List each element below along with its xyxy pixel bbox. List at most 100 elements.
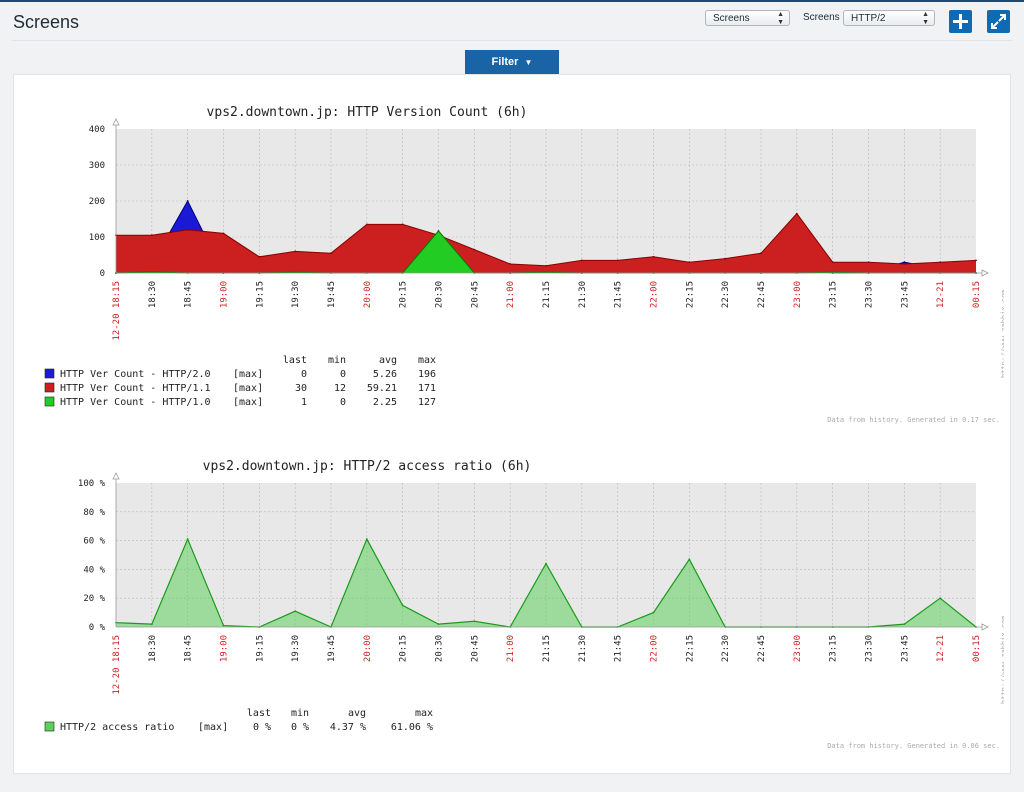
legend-swatch: [44, 396, 55, 407]
y-tick-label: 40 %: [83, 565, 105, 575]
caret-down-icon: ▼: [524, 58, 533, 67]
y-tick-label: 300: [89, 161, 105, 171]
data-point: [365, 538, 368, 541]
legend-function: [max]: [233, 397, 263, 408]
y-tick-label: 0 %: [89, 623, 106, 633]
data-point: [975, 259, 977, 262]
x-tick-label: 12-21: [936, 635, 946, 662]
x-tick-label: 21:30: [578, 635, 588, 662]
x-tick-label: 19:00: [220, 281, 230, 308]
x-tick-label: 21:30: [578, 281, 588, 308]
data-point: [294, 610, 297, 613]
legend-value-avg: 4.37 %: [330, 722, 366, 733]
x-tick-label: 20:30: [435, 281, 445, 308]
y-tick-label: 20 %: [83, 594, 105, 604]
data-point: [903, 623, 906, 626]
legend-value-avg: 59.21: [367, 383, 397, 394]
legend-series-name: HTTP Ver Count - HTTP/1.0: [60, 397, 211, 408]
data-point: [186, 200, 189, 202]
legend-header: avg: [379, 355, 397, 366]
data-point: [903, 261, 906, 264]
x-tick-label: 22:15: [685, 635, 695, 662]
data-point: [545, 562, 547, 565]
x-tick-label: 18:45: [184, 281, 194, 308]
legend-value-last: 0: [301, 369, 307, 380]
x-tick-label: 23:45: [900, 281, 910, 308]
select-arrows-icon: ▲ ▼: [922, 11, 929, 26]
legend-header: avg: [348, 708, 366, 719]
legend-value-min: 0: [340, 397, 346, 408]
legend-value-max: 61.06 %: [391, 722, 433, 733]
x-tick-label: 21:00: [506, 281, 516, 308]
screen-select[interactable]: HTTP/2 ▲ ▼: [843, 10, 935, 26]
data-point: [795, 212, 798, 215]
x-tick-label: 22:30: [721, 635, 731, 662]
data-point: [939, 597, 942, 600]
x-tick-label: 18:30: [148, 281, 158, 308]
screen-select-label: Screens: [803, 12, 840, 23]
legend-value-last: 30: [295, 383, 307, 394]
x-tick-label: 19:15: [255, 281, 265, 308]
data-point: [365, 223, 368, 226]
screen-type-select[interactable]: Screens ▲ ▼: [705, 10, 790, 26]
legend-series-name: HTTP Ver Count - HTTP/2.0: [60, 369, 211, 380]
x-tick-label: 23:30: [865, 635, 875, 662]
x-tick-label: 20:45: [470, 281, 480, 308]
data-point: [294, 250, 297, 253]
data-point: [652, 611, 655, 614]
x-tick-label: 19:45: [327, 635, 337, 662]
generated-note: Data from history. Generated in 0.06 sec…: [827, 742, 1000, 750]
legend-header: max: [415, 708, 433, 719]
data-point: [401, 223, 404, 226]
y-tick-label: 0: [100, 269, 105, 279]
x-tick-label: 12-20 18:15: [112, 635, 122, 695]
legend-function: [max]: [233, 369, 263, 380]
legend-header: min: [328, 355, 346, 366]
add-button[interactable]: [949, 10, 972, 33]
data-point: [939, 261, 942, 264]
data-point: [616, 259, 619, 262]
header-divider: [12, 40, 1012, 41]
legend-swatch: [44, 382, 55, 393]
legend-header: last: [283, 355, 307, 366]
legend-header: max: [418, 355, 436, 366]
legend-value-avg: 2.25: [373, 397, 397, 408]
x-tick-label: 22:15: [685, 281, 695, 308]
legend-value-max: 127: [418, 397, 436, 408]
legend-value-last: 1: [301, 397, 307, 408]
x-tick-label: 12-21: [936, 281, 946, 308]
x-tick-label: 21:15: [542, 635, 552, 662]
plus-icon: [953, 14, 968, 29]
x-tick-label: 23:15: [829, 281, 839, 308]
y-tick-label: 80 %: [83, 508, 105, 518]
x-tick-label: 18:45: [184, 635, 194, 662]
y-axis-arrow: [112, 472, 120, 480]
data-point: [222, 232, 225, 235]
legend-value-min: 12: [334, 383, 346, 394]
page-title: Screens: [13, 12, 80, 32]
top-accent-bar: [0, 0, 1024, 2]
zabbix-watermark: http://www.zabbix.com: [1000, 289, 1004, 378]
data-point: [401, 604, 404, 607]
graph-http2-access-ratio: vps2.downtown.jp: HTTP/2 access ratio (6…: [44, 459, 1004, 750]
x-tick-label: 22:00: [650, 635, 660, 662]
legend-series-name: HTTP/2 access ratio: [60, 722, 174, 733]
y-tick-label: 100 %: [78, 479, 106, 489]
fullscreen-button[interactable]: [987, 10, 1010, 33]
data-point: [150, 271, 153, 273]
x-tick-label: 20:15: [399, 281, 409, 308]
x-tick-label: 21:45: [614, 635, 624, 662]
filter-toggle[interactable]: Filter ▼: [465, 50, 559, 74]
filter-label: Filter: [491, 56, 519, 68]
x-tick-label: 20:30: [435, 635, 445, 662]
x-tick-label: 19:30: [291, 281, 301, 308]
data-point: [724, 257, 727, 260]
data-point: [150, 234, 153, 237]
x-tick-label: 22:00: [650, 281, 660, 308]
data-point: [760, 252, 762, 255]
legend-swatch: [44, 368, 55, 379]
x-tick-label: 23:45: [900, 635, 910, 662]
legend-value-min: 0: [340, 369, 346, 380]
legend-value-last: 0 %: [253, 722, 271, 733]
data-point: [330, 252, 332, 255]
